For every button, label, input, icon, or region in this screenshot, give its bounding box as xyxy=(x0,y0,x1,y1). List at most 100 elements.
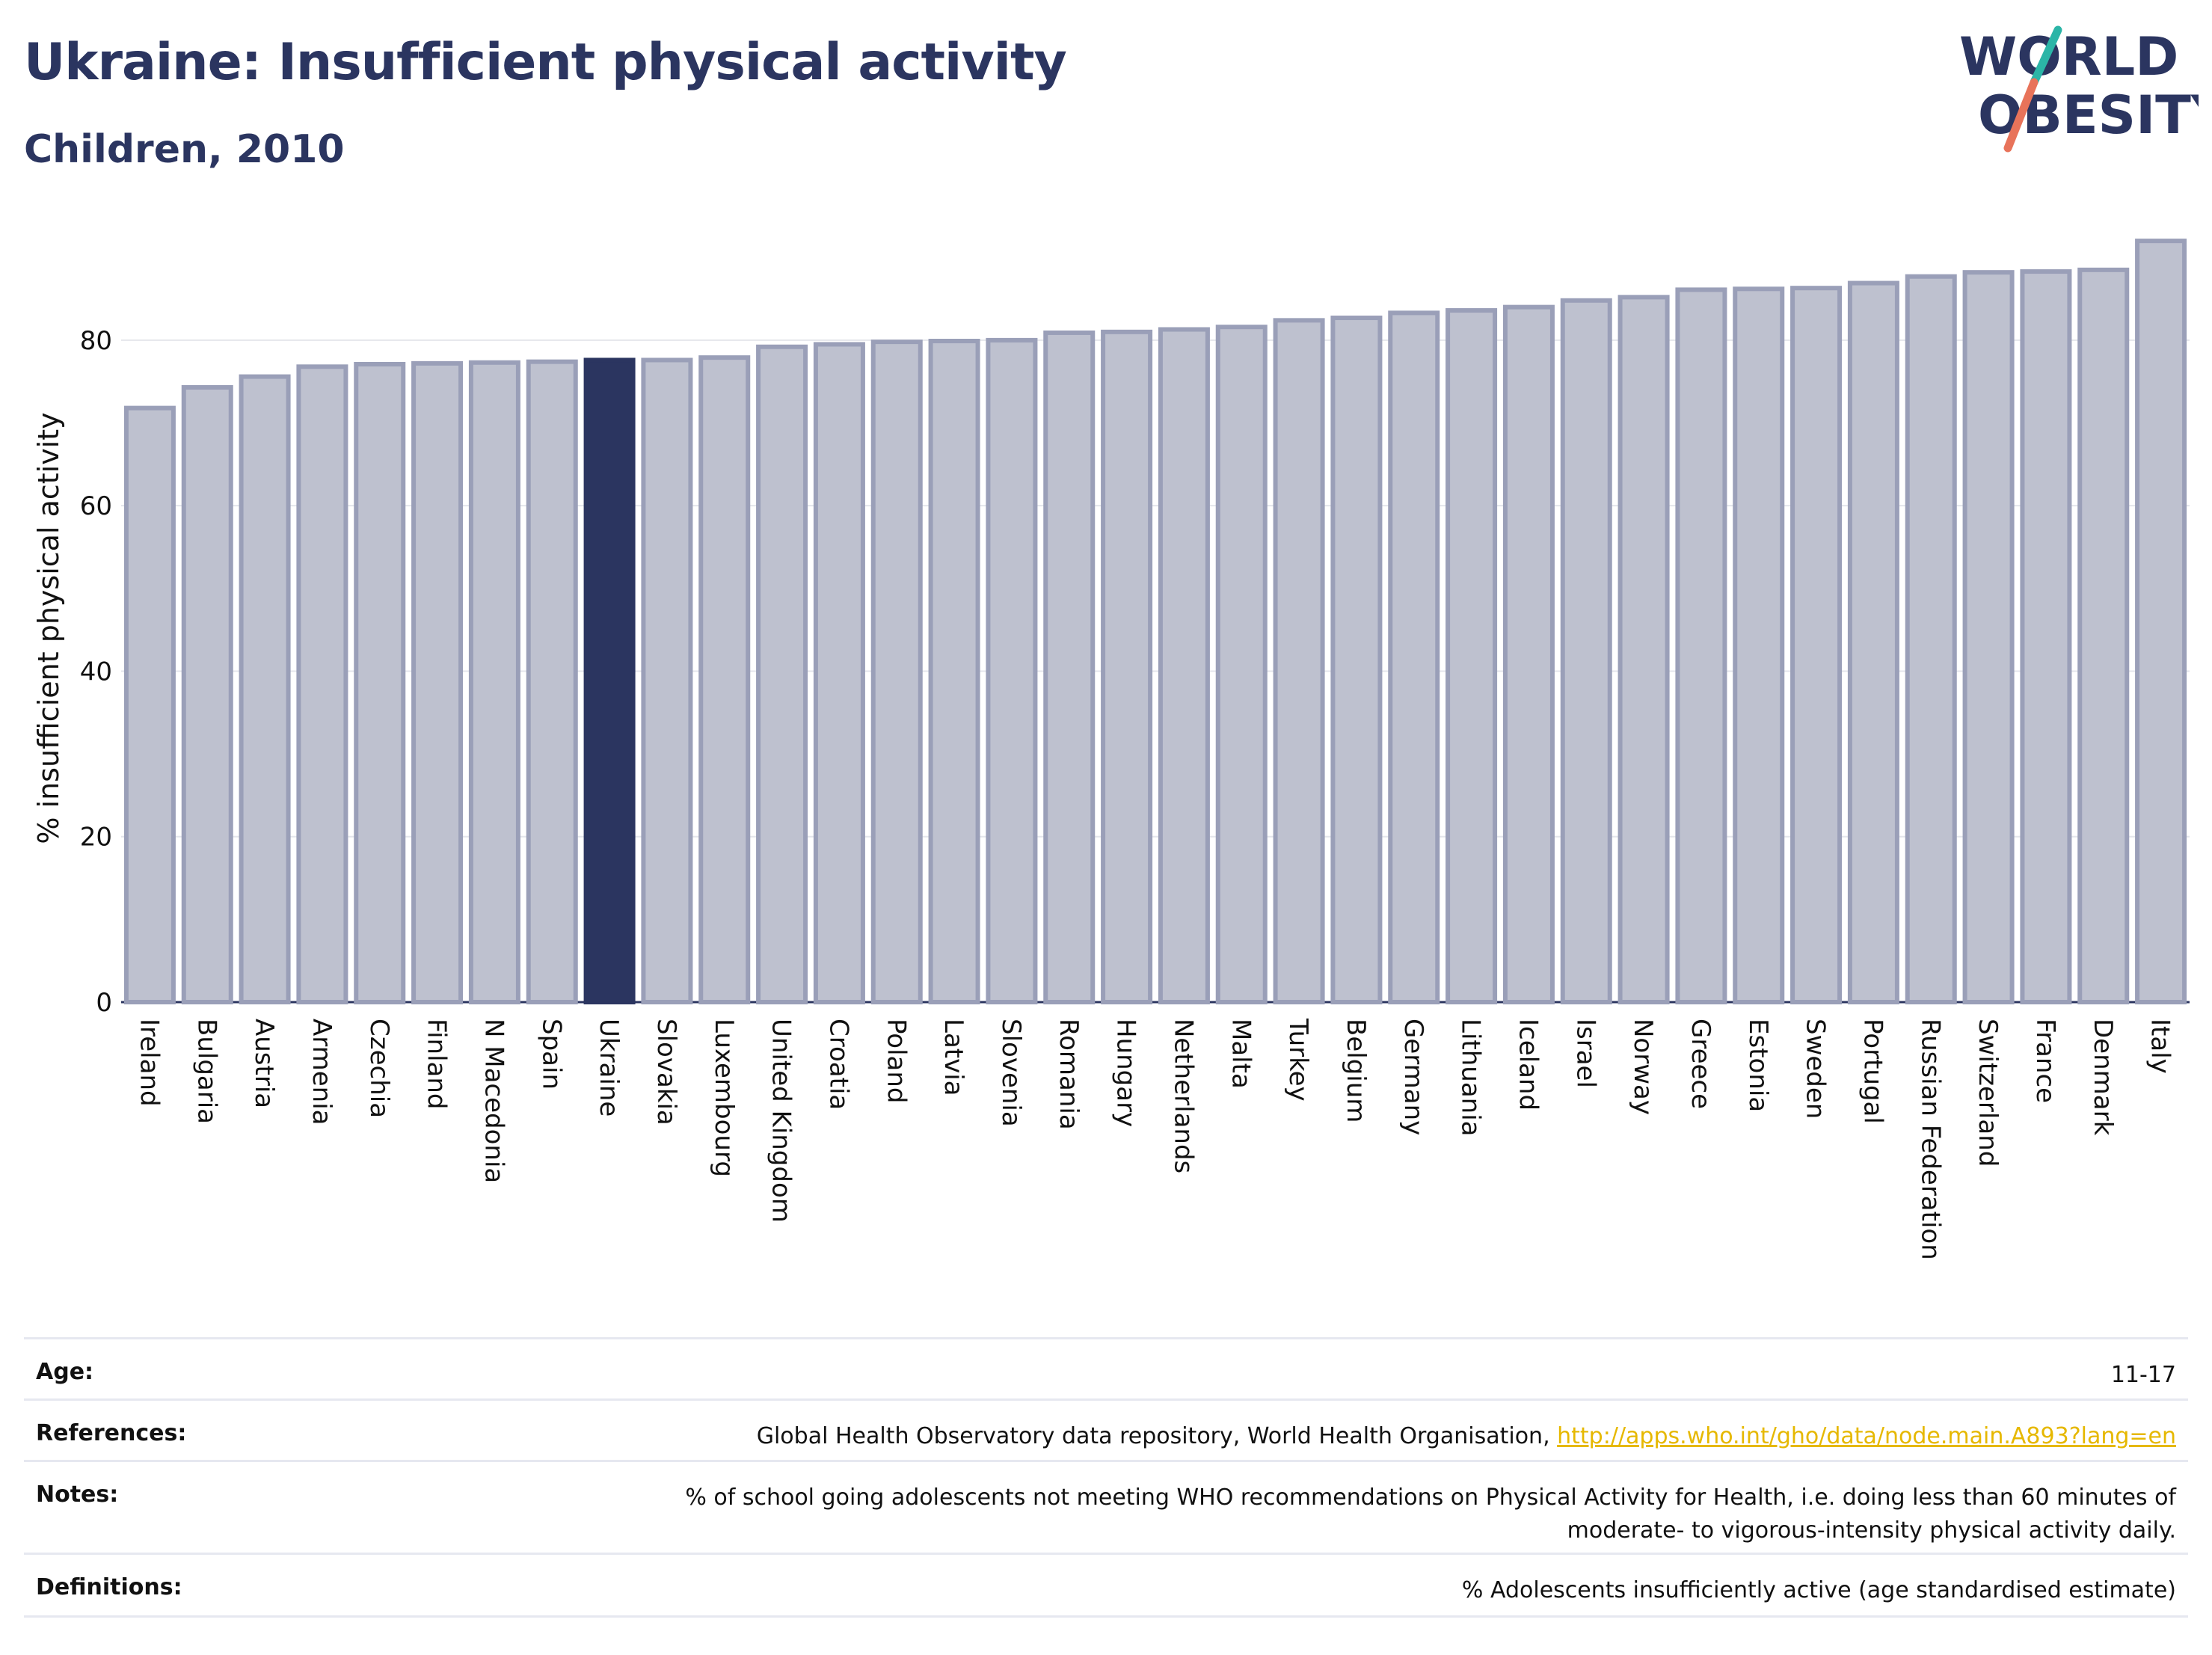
page-subtitle: Children, 2010 xyxy=(24,127,345,172)
bar-chart: 0 20 40 60 80 Ireland Bulgaria Austria Armenia C… xyxy=(32,239,2190,1260)
info-row-definitions: Definitions: % Adolescents insufficientl… xyxy=(24,1553,2188,1615)
bar-estonia xyxy=(1733,286,1785,1005)
age-value: 11-17 xyxy=(2110,1362,2176,1388)
x-tick-label: Lithuania xyxy=(1456,1019,1486,1136)
y-tick-labels: 0 20 40 60 80 xyxy=(80,326,112,1018)
bar-israel xyxy=(1560,298,1612,1004)
bar-norway xyxy=(1617,295,1670,1004)
x-tick-label: N Macedonia xyxy=(479,1019,509,1183)
x-tick-label: Armenia xyxy=(307,1019,337,1126)
logo-line1: WORLD xyxy=(1959,26,2178,87)
info-row-references: References: Global Health Observatory da… xyxy=(24,1398,2188,1460)
x-tick-label: Poland xyxy=(881,1019,911,1104)
y-tick-label: 0 xyxy=(96,988,112,1018)
x-tick-label: Austria xyxy=(249,1019,279,1108)
references-text: Global Health Observatory data repositor… xyxy=(756,1423,1558,1449)
x-tick-label: Czechia xyxy=(364,1019,394,1118)
x-tick-label: Germany xyxy=(1398,1019,1428,1135)
info-row-age: Age: 11-17 xyxy=(24,1337,2188,1398)
x-tick-label: Ukraine xyxy=(594,1019,624,1117)
x-tick-label: Bulgaria xyxy=(191,1019,221,1124)
x-tick-label: Netherlands xyxy=(1168,1019,1198,1173)
info-bottom-divider xyxy=(24,1615,2188,1618)
x-tick-label: Norway xyxy=(1628,1019,1658,1115)
page-title: Ukraine: Insufficient physical activity xyxy=(24,33,1067,92)
x-tick-label: Belgium xyxy=(1341,1019,1371,1123)
bar-luxembourg xyxy=(698,355,751,1004)
y-tick-label: 80 xyxy=(80,326,112,356)
logo-slash-teal xyxy=(2030,25,2062,87)
bar-romania xyxy=(1043,330,1096,1004)
bar-bulgaria xyxy=(181,384,233,1004)
x-tick-label: Russian Federation xyxy=(1915,1019,1945,1260)
gridlines xyxy=(121,339,2190,1004)
x-tick-label: Estonia xyxy=(1743,1019,1773,1112)
bar-slovenia xyxy=(986,337,1038,1004)
x-tick-label: Sweden xyxy=(1801,1019,1831,1119)
bar-hungary xyxy=(1101,329,1153,1004)
x-tick-label: Luxembourg xyxy=(709,1019,739,1177)
logo-slash-coral xyxy=(2003,78,2039,153)
bar-france xyxy=(2020,269,2072,1004)
x-tick-label: Slovakia xyxy=(651,1019,681,1126)
definitions-label: Definitions: xyxy=(36,1574,182,1600)
y-tick-label: 60 xyxy=(80,491,112,521)
x-tick-label: France xyxy=(2030,1019,2060,1103)
x-tick-label: Denmark xyxy=(2088,1019,2118,1136)
x-tick-label: Italy xyxy=(2145,1019,2175,1074)
x-tick-label: Romania xyxy=(1054,1019,1084,1130)
notes-line1: % of school going adolescents not meetin… xyxy=(685,1484,2176,1511)
bar-finland xyxy=(411,360,464,1005)
references-link[interactable]: http://apps.who.int/gho/data/node.main.A… xyxy=(1557,1423,2176,1449)
x-tick-label: Hungary xyxy=(1111,1019,1141,1127)
x-tick-label: Latvia xyxy=(938,1019,968,1096)
x-tick-label: Israel xyxy=(1570,1019,1600,1088)
references-value: Global Health Observatory data repositor… xyxy=(757,1420,2176,1453)
bar-slovakia xyxy=(641,357,693,1004)
bar-denmark xyxy=(2077,267,2130,1004)
x-tick-label: Croatia xyxy=(823,1019,853,1110)
definitions-value: % Adolescents insufficiently active (age… xyxy=(1461,1577,2176,1603)
bar-portugal xyxy=(1847,280,1899,1005)
bar-italy xyxy=(2135,239,2187,1004)
bar-switzerland xyxy=(1962,270,2015,1004)
bar-czechia xyxy=(354,361,406,1005)
bar-russian-federation xyxy=(1905,274,1957,1004)
notes-line2: moderate- to vigorous-intensity physical… xyxy=(1567,1517,2176,1544)
x-tick-labels: Ireland Bulgaria Austria Armenia Czechia Finl… xyxy=(134,1018,2175,1260)
bar-sweden xyxy=(1790,286,1843,1005)
bar-germany xyxy=(1388,310,1440,1004)
bar-spain xyxy=(526,359,578,1005)
x-tick-label: Iceland xyxy=(1513,1019,1543,1111)
bar-ireland xyxy=(123,405,176,1004)
x-tick-label: Finland xyxy=(422,1019,452,1110)
x-tick-label: Turkey xyxy=(1283,1018,1313,1102)
notes-value: % of school going adolescents not meetin… xyxy=(685,1481,2176,1547)
age-label: Age: xyxy=(36,1359,94,1385)
bar-turkey xyxy=(1273,318,1325,1004)
x-tick-label: Portugal xyxy=(1858,1019,1887,1124)
references-label: References: xyxy=(36,1420,187,1446)
bar-croatia xyxy=(813,342,865,1004)
x-tick-label: Slovenia xyxy=(996,1019,1026,1127)
bar-united-kingdom xyxy=(756,344,808,1004)
y-tick-label: 20 xyxy=(80,823,112,853)
info-row-notes: Notes: % of school going adolescents not… xyxy=(24,1460,2188,1553)
bar-netherlands xyxy=(1158,327,1210,1005)
world-obesity-logo: WORLD OBESITY xyxy=(1959,25,2199,153)
x-tick-label: Spain xyxy=(536,1019,566,1090)
y-axis-label: % insufficient physical activity xyxy=(32,412,65,844)
bar-n-macedonia xyxy=(468,360,520,1005)
notes-label: Notes: xyxy=(36,1481,119,1508)
bar-austria xyxy=(239,374,291,1004)
y-tick-label: 40 xyxy=(80,657,112,687)
x-tick-label: United Kingdom xyxy=(766,1019,796,1223)
x-tick-label: Switzerland xyxy=(1973,1019,2003,1167)
x-tick-label: Greece xyxy=(1686,1019,1715,1109)
bar-armenia xyxy=(296,364,348,1005)
bar-lithuania xyxy=(1446,308,1498,1004)
bars xyxy=(123,239,2187,1005)
bar-latvia xyxy=(928,339,980,1004)
bar-ukraine xyxy=(583,357,636,1004)
bar-belgium xyxy=(1330,316,1383,1004)
